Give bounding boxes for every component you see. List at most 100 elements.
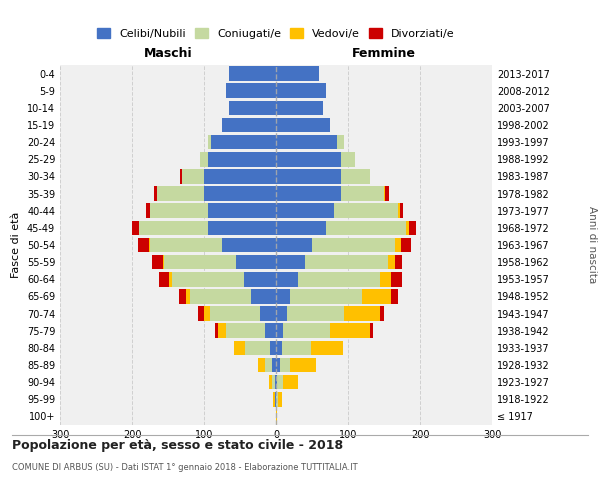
Bar bbox=[334, 204, 398, 218]
Bar bbox=[311, 340, 343, 355]
Bar bbox=[276, 135, 337, 150]
Bar bbox=[341, 169, 370, 184]
Bar bbox=[164, 255, 236, 270]
Bar bbox=[380, 272, 391, 286]
Bar bbox=[244, 272, 276, 286]
Bar bbox=[276, 255, 305, 270]
Text: COMUNE DI ARBUS (SU) - Dati ISTAT 1° gennaio 2018 - Elaborazione TUTTITALIA.IT: COMUNE DI ARBUS (SU) - Dati ISTAT 1° gen… bbox=[12, 464, 358, 472]
Bar bbox=[391, 289, 398, 304]
Bar bbox=[276, 375, 277, 390]
Bar bbox=[401, 238, 412, 252]
Bar bbox=[269, 375, 272, 390]
Bar bbox=[276, 118, 330, 132]
Bar bbox=[277, 375, 283, 390]
Text: Popolazione per età, sesso e stato civile - 2018: Popolazione per età, sesso e stato civil… bbox=[12, 440, 343, 452]
Bar bbox=[391, 272, 402, 286]
Text: Anni di nascita: Anni di nascita bbox=[587, 206, 597, 284]
Bar bbox=[222, 238, 276, 252]
Bar bbox=[283, 324, 330, 338]
Bar bbox=[330, 324, 370, 338]
Bar bbox=[154, 186, 157, 201]
Bar bbox=[273, 392, 275, 406]
Bar bbox=[370, 324, 373, 338]
Bar bbox=[276, 324, 283, 338]
Bar bbox=[276, 289, 290, 304]
Bar bbox=[276, 409, 277, 424]
Bar bbox=[139, 220, 208, 235]
Bar bbox=[272, 358, 276, 372]
Bar bbox=[226, 84, 276, 98]
Bar bbox=[222, 118, 276, 132]
Bar bbox=[182, 169, 204, 184]
Bar bbox=[280, 358, 290, 372]
Bar bbox=[169, 272, 172, 286]
Bar bbox=[290, 289, 362, 304]
Bar bbox=[276, 306, 287, 321]
Bar bbox=[270, 340, 276, 355]
Bar bbox=[208, 152, 276, 166]
Bar bbox=[344, 306, 380, 321]
Bar bbox=[282, 340, 311, 355]
Bar bbox=[190, 289, 251, 304]
Bar bbox=[362, 289, 391, 304]
Bar bbox=[276, 100, 323, 115]
Bar bbox=[208, 204, 276, 218]
Bar bbox=[337, 135, 344, 150]
Bar bbox=[180, 169, 182, 184]
Bar bbox=[152, 255, 163, 270]
Bar bbox=[275, 375, 276, 390]
Bar bbox=[150, 238, 222, 252]
Bar bbox=[326, 220, 406, 235]
Bar bbox=[146, 204, 150, 218]
Bar bbox=[200, 152, 208, 166]
Bar bbox=[276, 186, 341, 201]
Bar bbox=[275, 392, 276, 406]
Bar bbox=[265, 324, 276, 338]
Bar bbox=[208, 220, 276, 235]
Bar bbox=[234, 340, 245, 355]
Bar bbox=[276, 152, 341, 166]
Bar bbox=[276, 169, 341, 184]
Bar bbox=[276, 392, 278, 406]
Bar bbox=[251, 289, 276, 304]
Bar bbox=[211, 135, 276, 150]
Bar bbox=[210, 306, 260, 321]
Legend: Celibi/Nubili, Coniugati/e, Vedovi/e, Divorziati/e: Celibi/Nubili, Coniugati/e, Vedovi/e, Di… bbox=[93, 24, 459, 44]
Bar bbox=[149, 238, 150, 252]
Bar bbox=[236, 255, 276, 270]
Bar bbox=[276, 272, 298, 286]
Bar bbox=[229, 66, 276, 81]
Bar bbox=[265, 358, 272, 372]
Bar bbox=[157, 186, 204, 201]
Bar bbox=[395, 238, 401, 252]
Bar bbox=[388, 255, 395, 270]
Bar bbox=[312, 238, 395, 252]
Bar bbox=[218, 324, 226, 338]
Bar bbox=[158, 272, 169, 286]
Bar bbox=[290, 358, 316, 372]
Bar bbox=[138, 238, 149, 252]
Bar bbox=[380, 306, 384, 321]
Bar bbox=[229, 100, 276, 115]
Bar bbox=[406, 220, 409, 235]
Bar bbox=[226, 324, 265, 338]
Bar bbox=[215, 324, 218, 338]
Bar bbox=[260, 306, 276, 321]
Bar bbox=[208, 135, 211, 150]
Bar bbox=[278, 392, 282, 406]
Bar bbox=[163, 255, 164, 270]
Bar bbox=[272, 375, 275, 390]
Bar bbox=[172, 272, 244, 286]
Bar bbox=[341, 152, 355, 166]
Bar bbox=[258, 358, 265, 372]
Bar bbox=[298, 272, 380, 286]
Bar bbox=[409, 220, 416, 235]
Bar bbox=[204, 186, 276, 201]
Bar bbox=[276, 238, 312, 252]
Y-axis label: Fasce di età: Fasce di età bbox=[11, 212, 21, 278]
Bar bbox=[384, 186, 385, 201]
Bar bbox=[395, 255, 402, 270]
Bar bbox=[287, 306, 344, 321]
Bar bbox=[276, 220, 326, 235]
Bar bbox=[305, 255, 388, 270]
